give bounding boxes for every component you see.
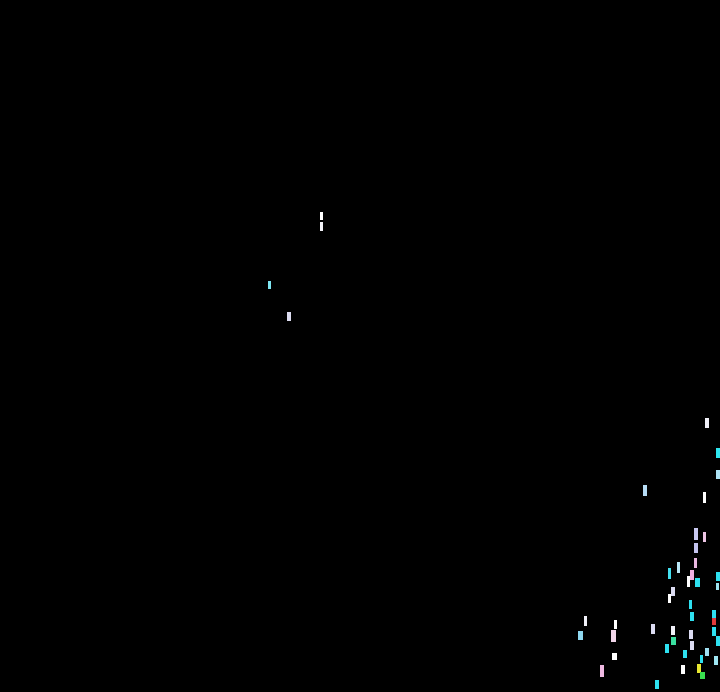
scatter-speck-32: [612, 653, 617, 660]
scatter-speck-25: [712, 627, 716, 636]
scatter-speck-19: [614, 620, 617, 629]
scatter-speck-16: [716, 572, 720, 581]
speck-upper-white-1: [320, 212, 323, 220]
scatter-speck-8: [694, 558, 697, 568]
speck-cyan-left: [268, 281, 271, 289]
scatter-speck-26: [689, 630, 693, 639]
scatter-speck-18: [584, 616, 587, 626]
scatter-speck-35: [681, 665, 685, 674]
speck-upper-white-2: [320, 222, 323, 231]
scatter-speck-42: [716, 636, 720, 646]
scatter-speck-1: [716, 448, 720, 458]
scatter-speck-23: [712, 610, 716, 618]
scatter-speck-7: [694, 543, 698, 553]
scatter-speck-37: [700, 672, 705, 679]
scatter-speck-0: [705, 418, 709, 428]
scatter-speck-9: [677, 562, 680, 573]
scatter-speck-36: [697, 664, 701, 673]
scatter-speck-24: [712, 618, 716, 625]
scatter-speck-20: [578, 631, 583, 640]
scatter-speck-30: [665, 644, 669, 653]
scatter-speck-28: [671, 626, 675, 635]
scatter-speck-12: [687, 576, 690, 587]
scatter-speck-2: [716, 470, 720, 479]
scatter-speck-43: [655, 680, 659, 689]
scatter-speck-15: [695, 578, 700, 587]
scatter-speck-41: [714, 656, 718, 665]
scatter-speck-31: [611, 630, 616, 642]
scatter-speck-27: [690, 641, 694, 650]
scatter-speck-21: [651, 624, 655, 634]
scatter-speck-5: [694, 528, 698, 540]
scatter-speck-29: [671, 637, 676, 645]
scatter-speck-11: [690, 570, 694, 580]
scatter-speck-14: [668, 594, 671, 603]
scatter-speck-13: [671, 587, 675, 596]
scatter-speck-10: [668, 568, 671, 579]
scatter-speck-3: [643, 485, 647, 496]
scatter-speck-39: [689, 600, 692, 609]
scatter-speck-38: [700, 655, 703, 663]
scatter-speck-6: [703, 532, 706, 542]
scatter-speck-33: [683, 650, 687, 658]
speck-lavender-left: [287, 312, 291, 321]
scatter-speck-40: [600, 665, 604, 677]
scatter-speck-17: [716, 583, 719, 590]
scatter-speck-4: [703, 492, 706, 503]
scatter-speck-34: [705, 648, 709, 656]
scatter-speck-22: [690, 612, 694, 621]
